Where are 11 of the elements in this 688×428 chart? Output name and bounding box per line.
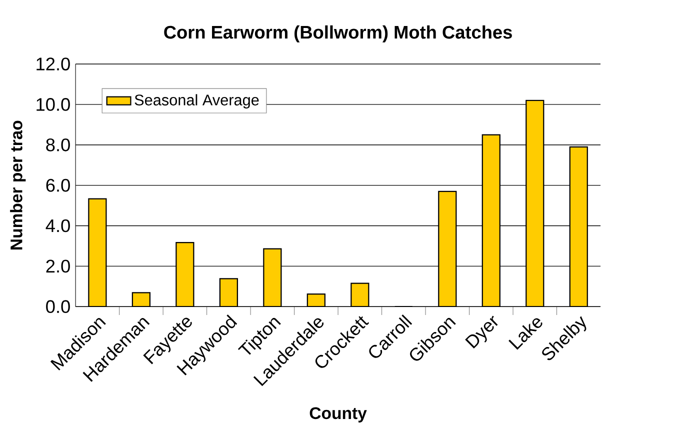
chart-title: Corn Earworm (Bollworm) Moth Catches <box>164 25 512 42</box>
y-tick-label: 0.0 <box>46 300 70 314</box>
y-tick-label: 2.0 <box>46 260 70 273</box>
y-axis-title: Number per trao <box>10 120 26 250</box>
y-tick-label: 8.0 <box>46 138 70 152</box>
x-axis-title: County <box>310 407 367 422</box>
y-tick-label: 10.0 <box>36 98 70 111</box>
y-tick-label: 4.0 <box>46 219 70 232</box>
y-tick-label: 12.0 <box>36 58 70 71</box>
y-tick-label: 6.0 <box>46 178 70 192</box>
legend-label: Seasonal Average <box>134 94 259 109</box>
